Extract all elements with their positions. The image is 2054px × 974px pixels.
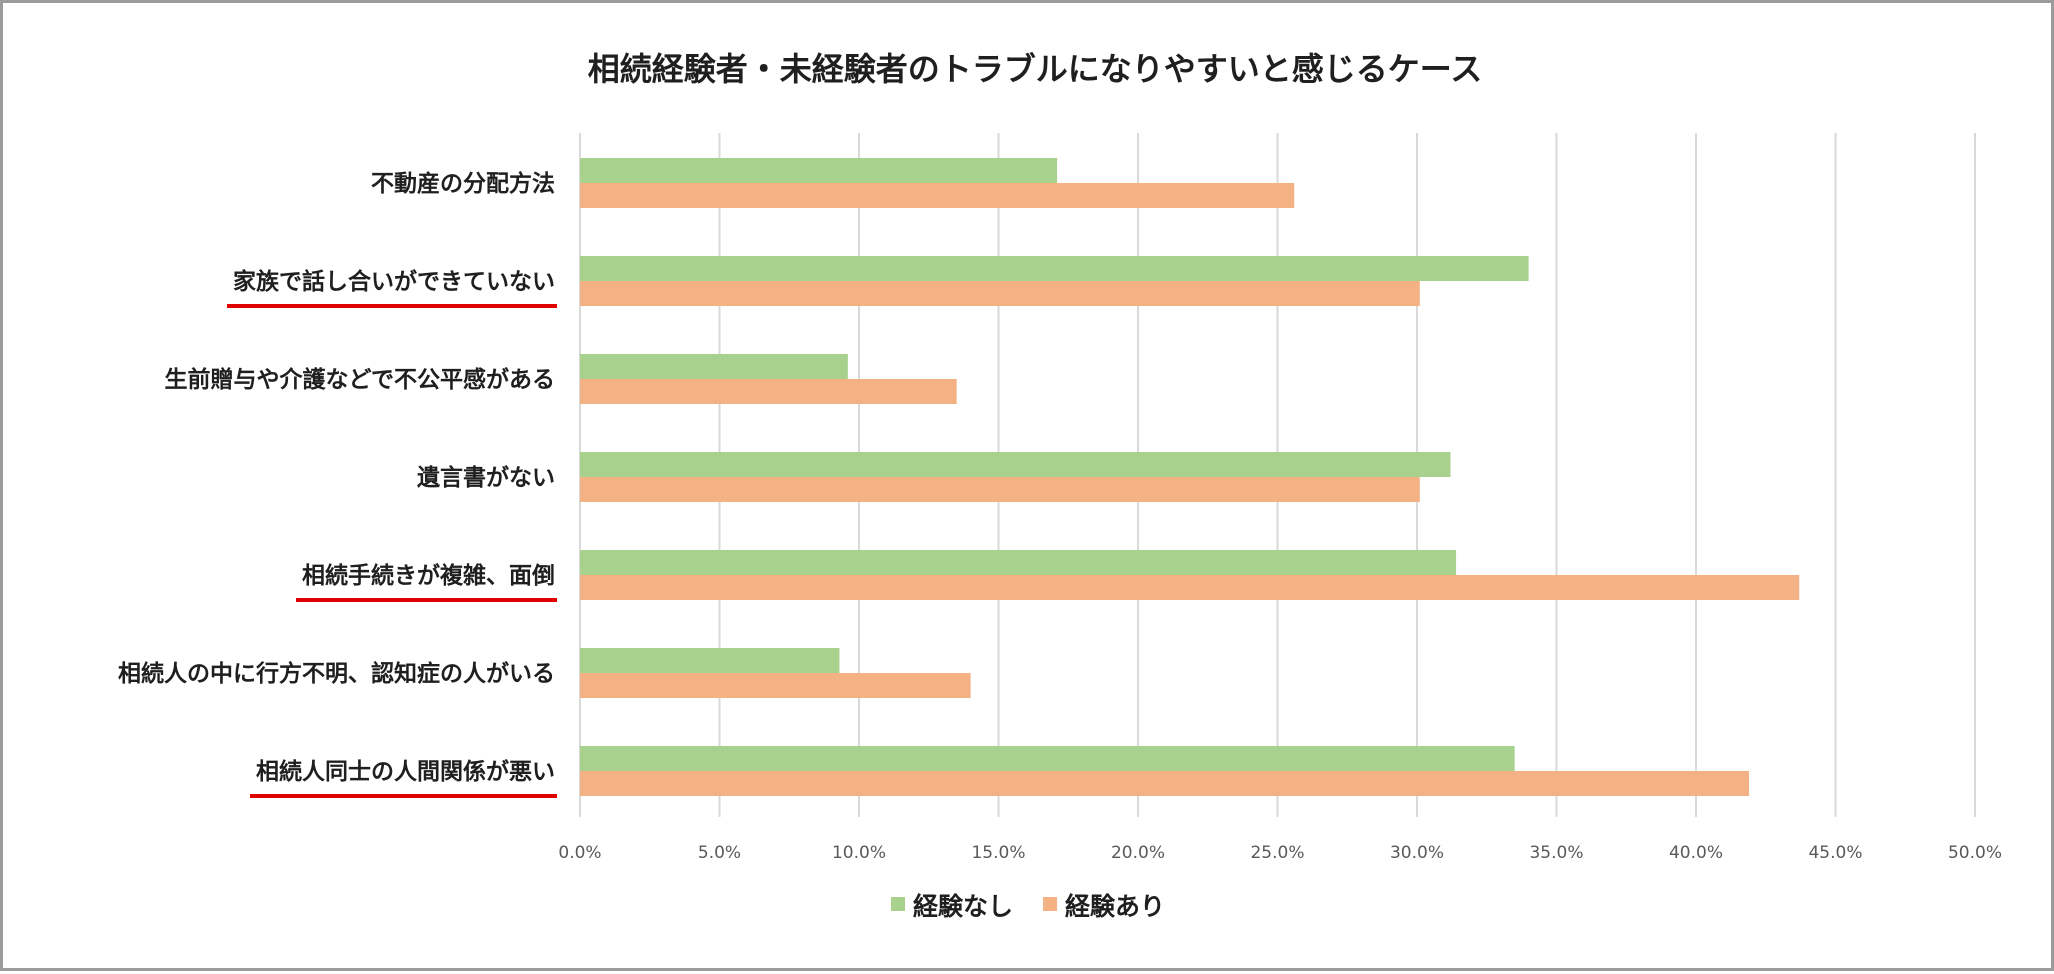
category-label: 不動産の分配方法: [371, 170, 555, 197]
category-label: 相続手続きが複雑、面倒: [302, 562, 555, 589]
bar-no-experience: [580, 256, 1529, 281]
category-label: 家族で話し合いができていない: [233, 268, 555, 295]
legend-label: 経験なし: [913, 892, 1013, 921]
bar-no-experience: [580, 452, 1451, 477]
x-tick-label: 25.0%: [1250, 843, 1304, 863]
x-axis-ticks: 0.0% 5.0% 10.0% 15.0% 20.0% 25.0% 30.0% 35.0% 40…: [558, 843, 2002, 863]
bar-no-experience: [580, 550, 1457, 575]
x-tick-label: 10.0%: [832, 843, 886, 863]
bar-no-experience: [580, 746, 1515, 771]
x-tick-label: 0.0%: [558, 843, 601, 863]
bar-experienced: [580, 477, 1420, 502]
x-tick-label: 35.0%: [1529, 843, 1583, 863]
x-tick-label: 50.0%: [1948, 843, 2002, 863]
category-labels: 不動産の分配方法家族で話し合いができていない生前贈与や介護などで不公平感がある遺…: [118, 170, 557, 798]
category-label: 相続人の中に行方不明、認知症の人がいる: [118, 660, 555, 687]
category-label: 遺言書がない: [417, 464, 555, 491]
legend-swatch: [891, 897, 905, 911]
bar-no-experience: [580, 158, 1058, 183]
bar-experienced: [580, 281, 1420, 306]
x-tick-label: 5.0%: [698, 843, 741, 863]
bar-no-experience: [580, 354, 848, 379]
category-label: 相続人同士の人間関係が悪い: [256, 758, 555, 785]
bar-experienced: [580, 575, 1800, 600]
chart-title: 相続経験者・未経験者のトラブルになりやすいと感じるケース: [588, 50, 1482, 88]
bar-experienced: [580, 183, 1295, 208]
x-tick-label: 15.0%: [971, 843, 1025, 863]
category-label: 生前贈与や介護などで不公平感がある: [164, 366, 555, 393]
x-tick-label: 45.0%: [1808, 843, 1862, 863]
x-tick-label: 20.0%: [1111, 843, 1165, 863]
legend: 経験なし 経験あり: [891, 892, 1165, 921]
bar-experienced: [580, 379, 957, 404]
bar-chart: 相続経験者・未経験者のトラブルになりやすいと感じるケース 0.0% 5.0% 10.…: [118, 50, 2002, 921]
bar-experienced: [580, 771, 1750, 796]
bar-no-experience: [580, 648, 840, 673]
x-tick-label: 40.0%: [1669, 843, 1723, 863]
bar-experienced: [580, 673, 971, 698]
bars: [580, 158, 1800, 796]
legend-swatch: [1043, 897, 1058, 911]
x-tick-label: 30.0%: [1390, 843, 1444, 863]
legend-label: 経験あり: [1065, 892, 1165, 921]
